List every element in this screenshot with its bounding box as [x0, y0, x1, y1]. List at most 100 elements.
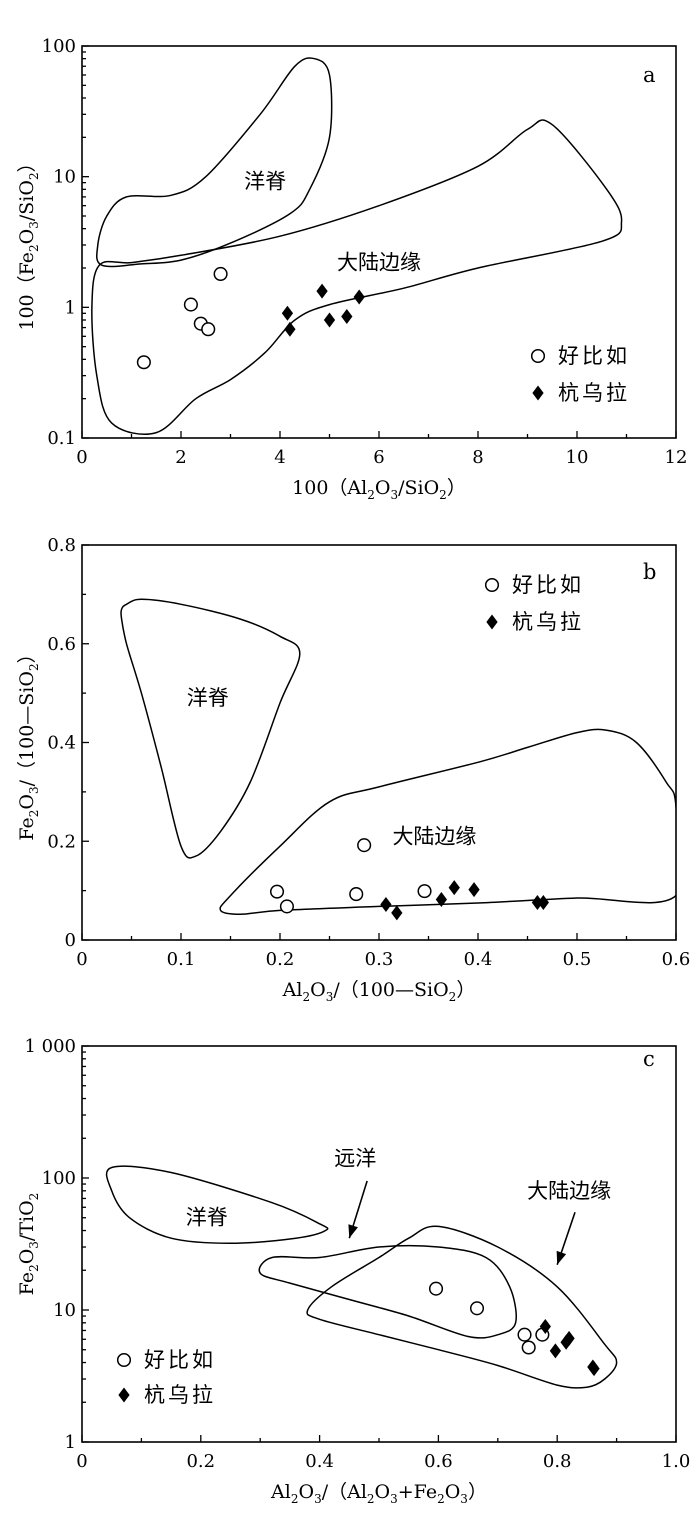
y-tick-label: 10 — [53, 167, 76, 188]
field-label: 洋脊 — [244, 169, 286, 193]
data-point-diamond — [284, 321, 296, 337]
chart-panel-a: 0 2 4 6 8 10 12 0.1 1 10 100 100（Al2O3/SiO2） 100（Fe2… — [16, 36, 687, 502]
x-tick-label: 1.0 — [662, 1451, 691, 1472]
legend-label: 好比如 — [512, 573, 584, 597]
data-point-diamond — [435, 892, 447, 908]
y-axis-label: 100（Fe2O3/SiO2） — [16, 153, 41, 330]
data-point-circle — [201, 322, 216, 337]
x-tick-label: 10 — [566, 447, 589, 468]
y-tick-label: 0.4 — [47, 733, 76, 754]
y-axis-label: Fe2O3/（100—SiO2） — [16, 644, 41, 840]
field-boundary — [120, 598, 301, 859]
y-tick-label: 1 — [65, 1432, 76, 1453]
x-tick-label: 0.1 — [167, 949, 196, 970]
data-point-diamond — [531, 894, 544, 910]
legend-marker — [530, 348, 546, 364]
y-tick-label: 0.8 — [47, 535, 76, 556]
data-point-diamond — [588, 1361, 600, 1377]
field-boundary — [219, 728, 676, 916]
data-point-circle — [517, 1327, 532, 1342]
x-tick-label: 2 — [175, 447, 186, 468]
y-tick-label: 100 — [42, 36, 76, 57]
x-tick-label: 0.6 — [662, 949, 691, 970]
chart-panel-b: 0 0.1 0.2 0.3 0.4 0.5 0.6 0 0.2 0.4 0.6 0.8 Al2O3/（1… — [16, 535, 690, 1004]
y-tick-label: 0 — [65, 930, 76, 951]
x-tick-label: 12 — [665, 447, 688, 468]
legend-marker — [486, 614, 498, 630]
legend-label: 杭乌拉 — [558, 381, 630, 405]
field-boundary — [91, 119, 623, 435]
data-point-diamond — [353, 289, 365, 305]
data-point-diamond — [549, 1343, 562, 1359]
field-label: 大陆边缘 — [392, 824, 476, 848]
plot-frame — [81, 45, 677, 439]
x-axis-label: 100（Al2O3/SiO2） — [292, 477, 466, 502]
field-boundary — [96, 57, 333, 268]
legend-label: 杭乌拉 — [144, 1383, 216, 1407]
data-point-diamond — [468, 882, 480, 898]
data-point-diamond — [380, 896, 392, 912]
x-tick-label: 0 — [76, 949, 87, 970]
field-label: 远洋 — [334, 1147, 376, 1171]
legend-marker — [532, 385, 544, 401]
legend-label: 好比如 — [558, 344, 630, 368]
data-point-circle — [349, 887, 364, 902]
data-point-diamond — [391, 905, 403, 921]
panel-label: c — [643, 1047, 655, 1071]
legend-label: 杭乌拉 — [512, 610, 584, 634]
data-point-diamond — [316, 283, 328, 299]
data-point-circle — [428, 1281, 444, 1296]
x-tick-label: 8 — [472, 447, 483, 468]
data-point-diamond — [537, 894, 549, 910]
x-tick-label: 4 — [274, 447, 285, 468]
data-point-circle — [521, 1340, 536, 1355]
x-tick-label: 0 — [76, 447, 87, 468]
y-tick-label: 100 — [42, 1168, 76, 1189]
field-label: 洋脊 — [186, 1206, 228, 1230]
arrow-head — [556, 1250, 567, 1265]
y-tick-label: 1 000 — [24, 1036, 76, 1057]
legend-marker — [484, 577, 500, 593]
y-tick-label: 0.2 — [47, 831, 76, 852]
x-tick-label: 6 — [373, 447, 384, 468]
data-point-diamond — [281, 305, 294, 321]
x-tick-label: 0.6 — [424, 1451, 453, 1472]
field-boundary — [258, 1244, 517, 1339]
data-point-diamond — [341, 309, 353, 325]
x-tick-label: 0 — [76, 1451, 87, 1472]
field-boundary — [306, 1225, 618, 1389]
data-point-diamond — [323, 312, 336, 328]
data-point-diamond — [539, 1318, 551, 1334]
panel-label: a — [643, 63, 656, 87]
chart-panel-c: 0 0.2 0.4 0.6 0.8 1.0 1 10 100 1 000 Al2O3/（Al2O3+… — [16, 1036, 690, 1506]
x-tick-label: 0.4 — [305, 1451, 334, 1472]
y-axis-label: Fe2O3/TiO2 — [16, 1193, 41, 1296]
x-axis-label: Al2O3/（Al2O3+Fe2O3） — [270, 1481, 487, 1506]
data-point-circle — [136, 355, 151, 370]
y-tick-label: 0.6 — [47, 634, 76, 655]
y-tick-label: 1 — [65, 297, 76, 318]
field-label: 大陆边缘 — [337, 251, 421, 275]
legend-label: 好比如 — [144, 1348, 216, 1372]
legend-marker — [118, 1387, 130, 1403]
data-point-circle — [417, 884, 432, 899]
field-boundary — [105, 1165, 329, 1245]
data-point-diamond — [563, 1330, 575, 1346]
data-point-diamond — [448, 880, 460, 896]
data-point-circle — [279, 899, 294, 914]
y-tick-label: 10 — [53, 1300, 76, 1321]
x-tick-label: 0.3 — [365, 949, 394, 970]
data-point-circle — [469, 1301, 485, 1316]
arrow-head — [348, 1224, 358, 1239]
field-label: 洋脊 — [187, 686, 229, 710]
x-tick-label: 0.8 — [543, 1451, 572, 1472]
x-tick-label: 0.2 — [186, 1451, 215, 1472]
data-point-circle — [269, 884, 285, 899]
data-point-circle — [183, 297, 198, 312]
field-label: 大陆边缘 — [527, 1179, 611, 1203]
data-point-circle — [357, 838, 372, 853]
x-axis-label: Al2O3/（100—SiO2） — [282, 979, 476, 1004]
panel-label: b — [643, 560, 656, 584]
y-tick-label: 0.1 — [47, 428, 76, 449]
